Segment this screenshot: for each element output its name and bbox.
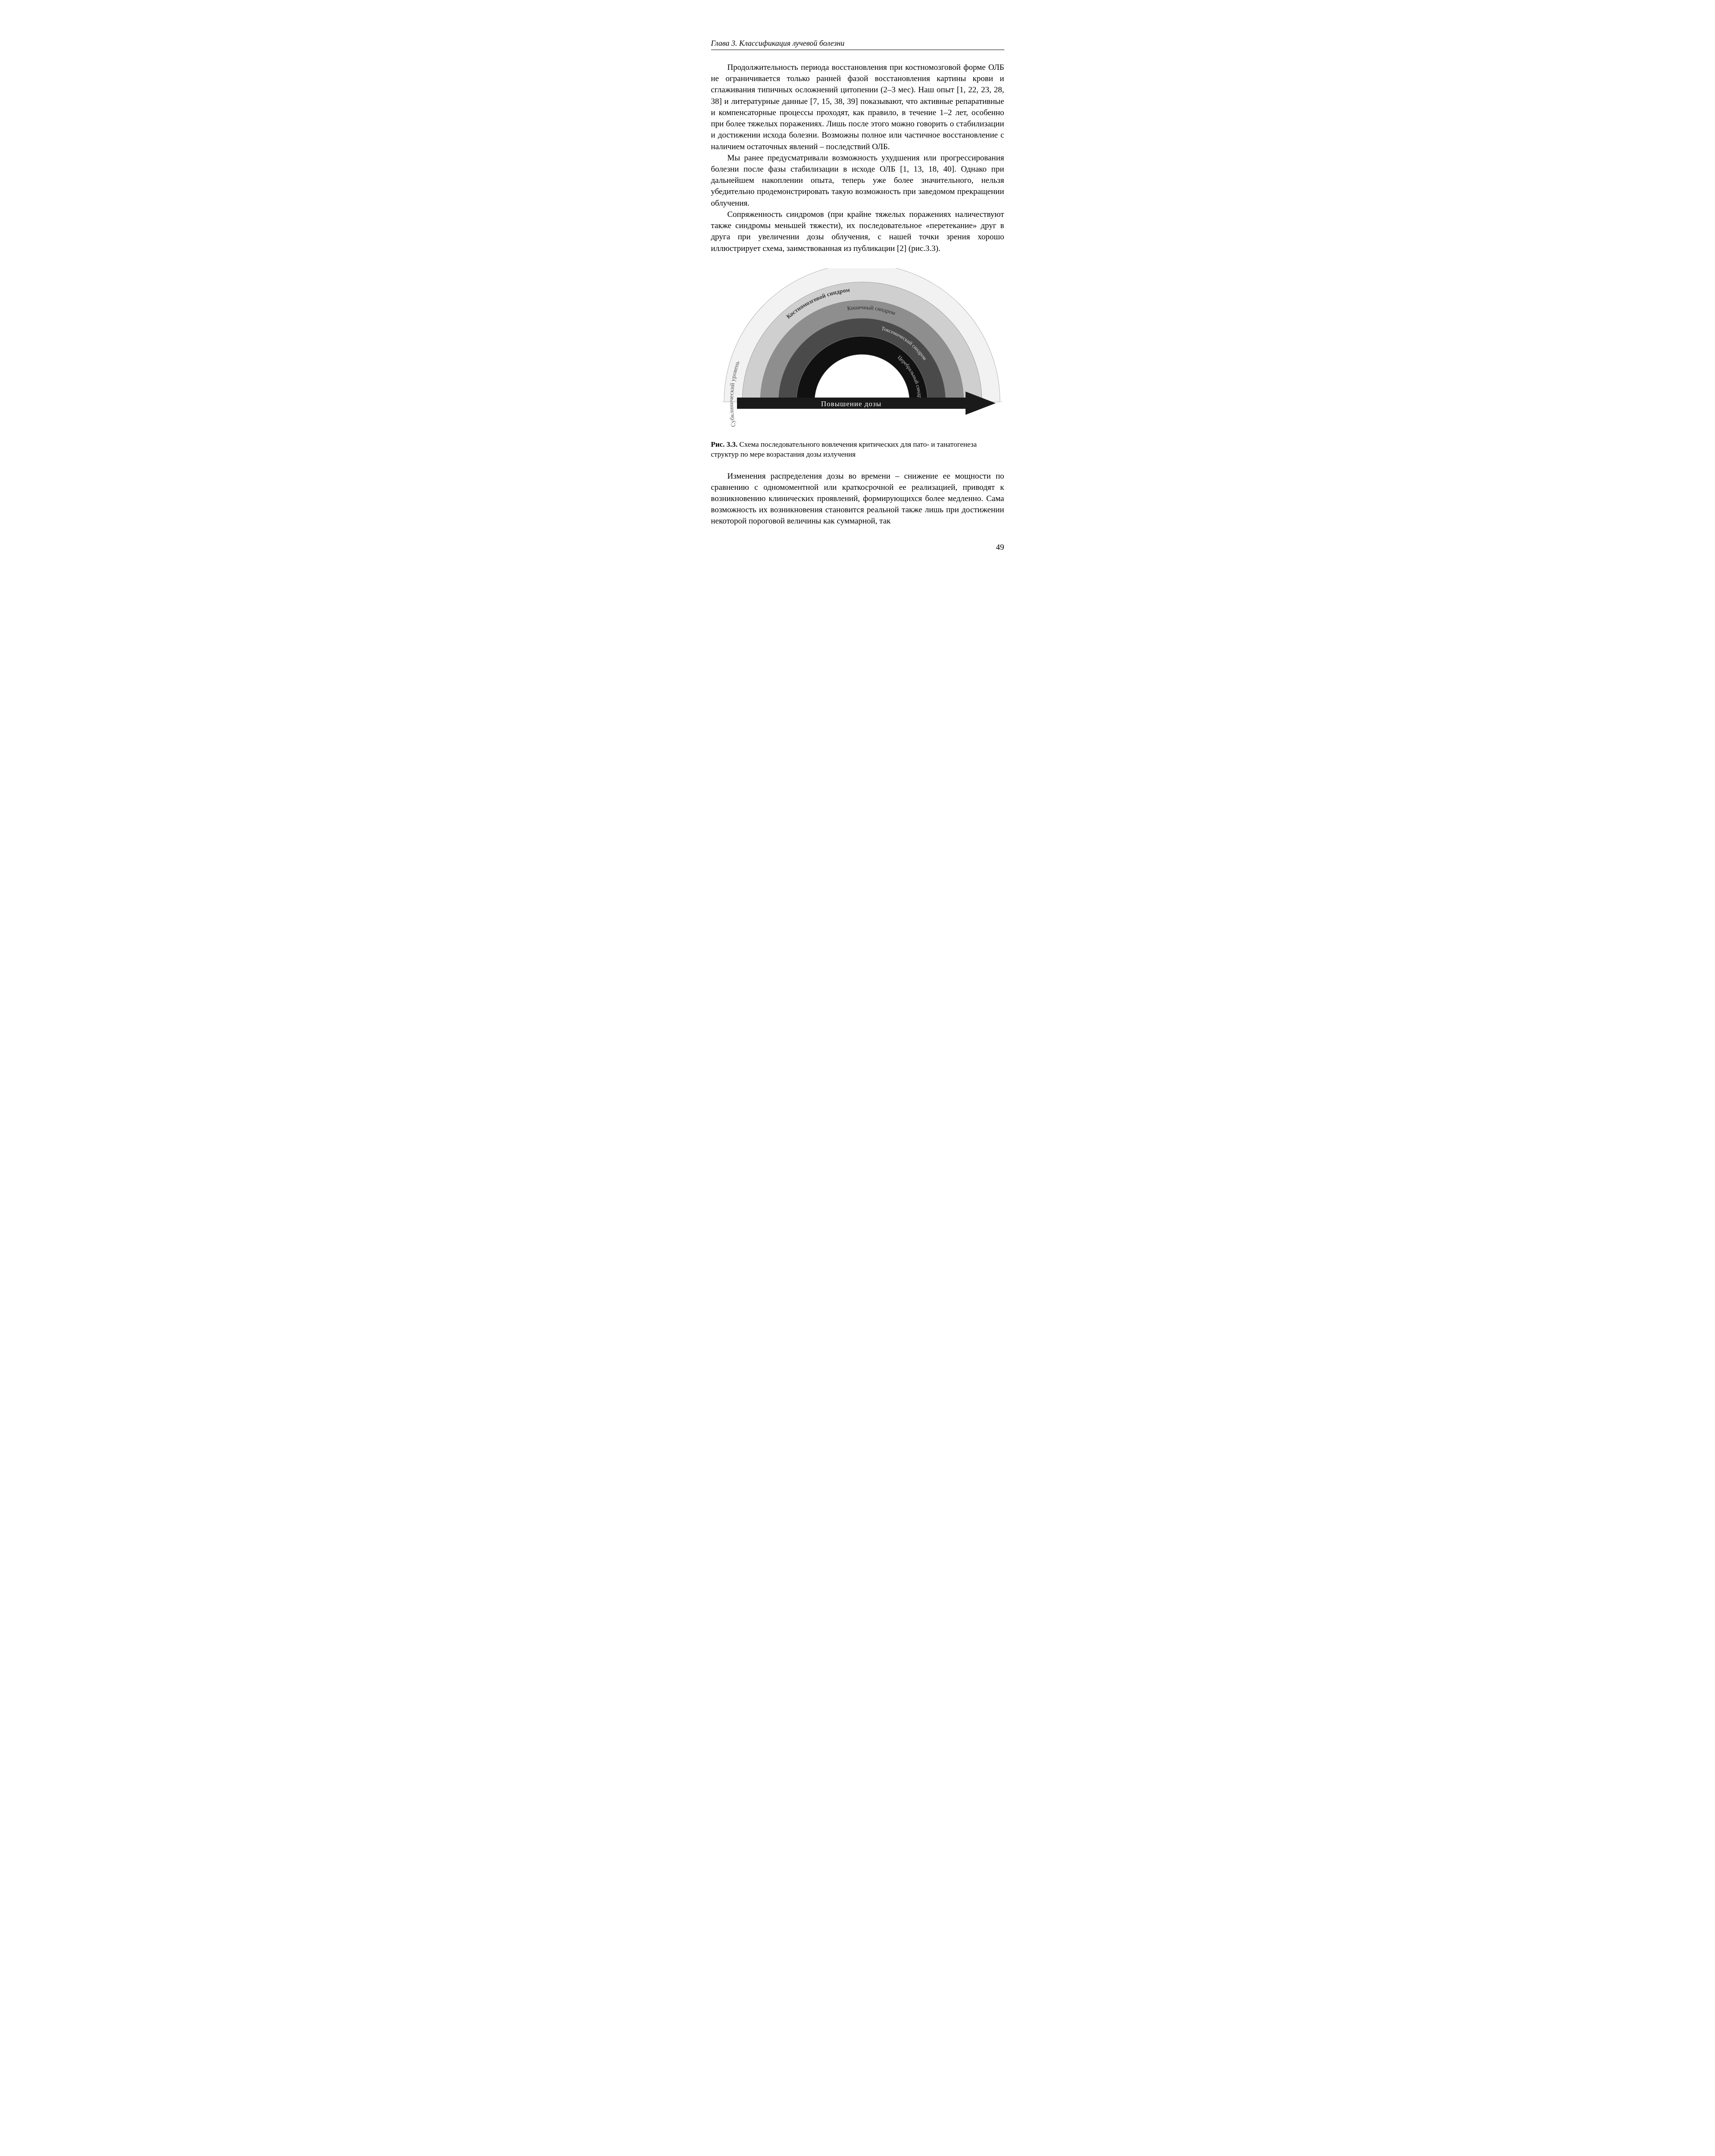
page-header: Глава 3. Классификация лучевой болезни <box>711 39 1004 50</box>
body-text-block-1: Продолжительность периода восстановления… <box>711 62 1004 254</box>
paragraph: Мы ранее предусматривали возможность уху… <box>711 153 1004 209</box>
body-text-block-2: Изменения распределения дозы во времени … <box>711 471 1004 527</box>
paragraph: Изменения распределения дозы во времени … <box>711 471 1004 527</box>
dose-arrow-label: Повышение дозы <box>821 400 881 408</box>
figure-caption-text: Схема последовательного вовлечения крити… <box>711 440 977 458</box>
paragraph: Продолжительность периода восстановления… <box>711 62 1004 153</box>
figure-caption: Рис. 3.3. Схема последовательного вовлеч… <box>711 440 1004 460</box>
page-number: 49 <box>711 543 1004 552</box>
arc-diagram-icon: Субклинический уровеньКостномозговой син… <box>711 268 1013 432</box>
page: Глава 3. Классификация лучевой болезни П… <box>681 17 1035 578</box>
figure-label: Рис. 3.3. <box>711 440 738 448</box>
figure-3-3: Субклинический уровеньКостномозговой син… <box>711 268 1004 432</box>
paragraph: Сопряженность синдромов (при крайне тяже… <box>711 209 1004 254</box>
